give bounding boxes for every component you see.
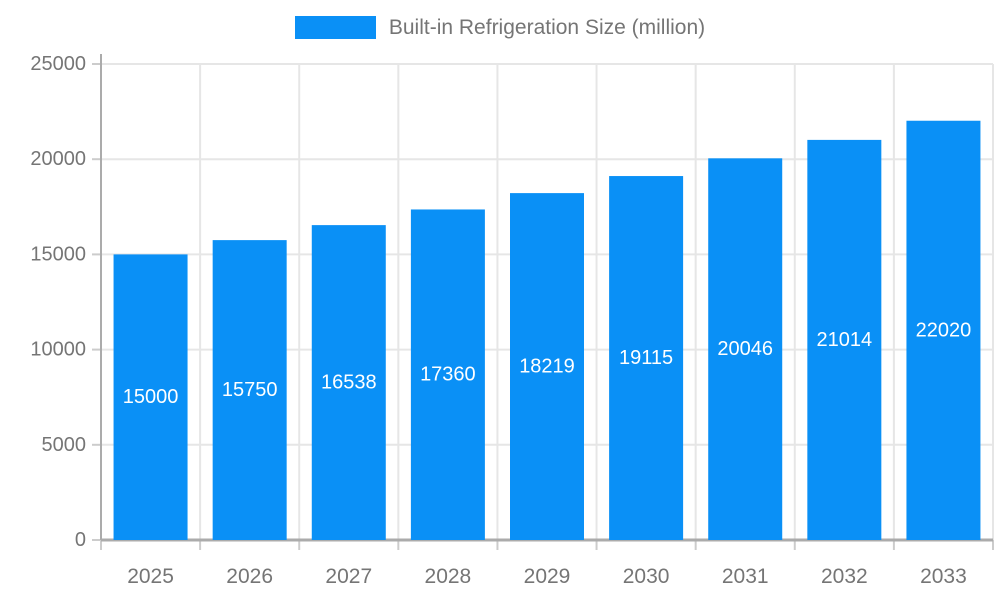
x-tick-label: 2029 — [524, 565, 571, 588]
bar — [113, 254, 188, 540]
x-tick-label: 2026 — [226, 565, 273, 588]
x-tick-label: 2031 — [722, 565, 769, 588]
y-tick-label: 5000 — [42, 434, 87, 456]
x-tick-label: 2030 — [623, 565, 670, 588]
bar — [311, 225, 386, 540]
legend-label: Built-in Refrigeration Size (million) — [388, 16, 706, 39]
legend[interactable]: Built-in Refrigeration Size (million) — [0, 16, 1000, 39]
bar-value-label: 17360 — [420, 364, 476, 386]
y-tick-label: 20000 — [30, 148, 86, 170]
y-tick-label: 25000 — [30, 53, 86, 75]
x-tick-label: 2032 — [821, 565, 868, 588]
x-tick-label: 2025 — [127, 565, 174, 588]
bar-value-label: 22020 — [916, 319, 972, 341]
bar — [510, 193, 584, 541]
x-tick-label: 2027 — [325, 565, 372, 588]
bar-value-label: 15750 — [222, 379, 278, 401]
bar-value-label: 16538 — [321, 372, 377, 394]
y-tick-label: 10000 — [30, 339, 86, 361]
bar — [807, 139, 882, 540]
bar-value-label: 21014 — [817, 329, 873, 351]
bar — [906, 120, 981, 540]
x-tick-label: 2033 — [920, 565, 967, 588]
bar-value-label: 19115 — [619, 347, 673, 369]
y-tick-label: 0 — [75, 529, 86, 551]
y-tick-label: 15000 — [30, 243, 86, 265]
legend-swatch — [294, 16, 376, 39]
bar — [609, 176, 684, 540]
bar-value-label: 18219 — [519, 356, 575, 378]
x-tick-label: 2028 — [425, 565, 472, 588]
bar — [212, 240, 287, 540]
bar-value-label: 20046 — [717, 338, 773, 360]
bar-value-label: 15000 — [123, 386, 179, 408]
bar — [708, 158, 783, 540]
bar — [410, 209, 485, 540]
